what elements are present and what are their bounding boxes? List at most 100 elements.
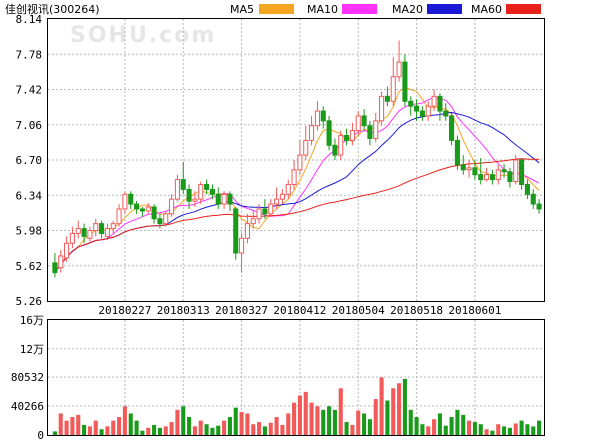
price-tick-label: 5.26 (16, 295, 43, 308)
legend-label-ma60: MA60 (471, 3, 502, 16)
legend-label-ma5: MA5 (230, 3, 254, 16)
candle-body (93, 223, 99, 231)
candle-body (227, 193, 233, 205)
volume-bar (338, 388, 343, 435)
volume-bar (134, 420, 139, 435)
candle-body (484, 174, 490, 181)
volume-bar (140, 430, 145, 435)
candle-body (513, 159, 519, 183)
legend-swatch-ma5 (259, 4, 294, 14)
volume-bar (513, 423, 518, 435)
volume-bar (303, 391, 308, 435)
volume-bar (82, 424, 87, 435)
volume-bar (537, 420, 542, 435)
candle-body (87, 230, 93, 239)
candle-body (367, 125, 373, 139)
price-tick-label: 6.70 (16, 154, 43, 167)
volume-bar (309, 402, 314, 435)
volume-axis-labels: 16万 12万 80532 40266 0 (11, 314, 44, 440)
volume-tick-label: 80532 (11, 371, 44, 384)
volume-bar (356, 410, 361, 435)
volume-bar (432, 419, 437, 435)
price-tick-label: 5.98 (16, 225, 43, 238)
volume-bar (111, 420, 116, 435)
price-frame (47, 18, 545, 302)
candle-body (145, 206, 151, 212)
candle-body (460, 164, 466, 171)
candle-body (379, 95, 385, 122)
candle-body (279, 193, 285, 200)
candle-body (291, 169, 297, 185)
candle-body (262, 208, 268, 215)
volume-bar (93, 420, 98, 435)
candle-body (489, 174, 495, 181)
volume-bar (496, 424, 501, 435)
price-tick-label: 6.34 (16, 189, 43, 202)
candle-body (495, 169, 501, 181)
volume-bar (420, 424, 425, 435)
volume-bar (502, 426, 507, 435)
volume-bar (157, 427, 162, 435)
volume-bar (437, 413, 442, 435)
volume-bar (321, 409, 326, 435)
candle-body (209, 188, 215, 195)
volume-bar (105, 426, 110, 435)
volume-bar (52, 431, 57, 435)
candle-body (52, 262, 58, 274)
candle-body (69, 232, 75, 244)
stock-title: 佳创视讯(300264) (5, 2, 100, 16)
candle-body (64, 242, 70, 259)
volume-bar (64, 420, 69, 435)
candle-body (303, 139, 309, 156)
candle-body (128, 193, 134, 205)
volume-bar (397, 383, 402, 435)
volume-bar (76, 414, 81, 435)
price-grid (48, 19, 544, 301)
volume-bar (297, 395, 302, 435)
volume-bar (286, 413, 291, 435)
candle-body (314, 110, 320, 127)
volume-tick-label: 0 (37, 429, 44, 440)
candle-body (180, 179, 186, 190)
candle-body (274, 198, 280, 205)
volume-bar (169, 422, 174, 435)
candle-body (320, 110, 326, 122)
candle-body (250, 218, 256, 225)
candle-body (75, 228, 81, 234)
candle-body (104, 228, 110, 237)
volume-bar (152, 424, 157, 435)
volume-bar (443, 425, 448, 435)
price-tick-label: 7.78 (16, 48, 43, 61)
candle-body (221, 193, 227, 205)
volume-bar (367, 419, 372, 435)
volume-bars (52, 377, 542, 435)
legend-swatch-ma20 (427, 4, 462, 14)
volume-bar (461, 414, 466, 435)
date-axis-labels: 20180227 20180313 20180327 20180412 20180504… (98, 304, 501, 317)
volume-bar (478, 424, 483, 435)
candle-body (134, 203, 140, 210)
volume-tick-label: 12万 (20, 343, 44, 356)
date-tick-label: 20180518 (390, 304, 443, 317)
volume-bar (280, 424, 285, 435)
date-tick-label: 20180313 (157, 304, 210, 317)
candle-body (349, 130, 355, 141)
volume-bar (408, 409, 413, 435)
volume-bar (455, 409, 460, 435)
volume-bar (472, 422, 477, 435)
candle-body (239, 237, 245, 254)
candle-body (256, 208, 262, 220)
candle-body (431, 95, 437, 107)
volume-bar (198, 420, 203, 435)
volume-bar (315, 406, 320, 435)
candle-body (419, 110, 425, 117)
candle-body (472, 167, 478, 176)
candle-body (338, 135, 344, 156)
candle-body (332, 144, 338, 156)
volume-bar (484, 429, 489, 435)
candle-body (478, 174, 484, 181)
candle-body (81, 228, 87, 237)
candle-body (326, 120, 332, 146)
volume-bar (426, 426, 431, 435)
